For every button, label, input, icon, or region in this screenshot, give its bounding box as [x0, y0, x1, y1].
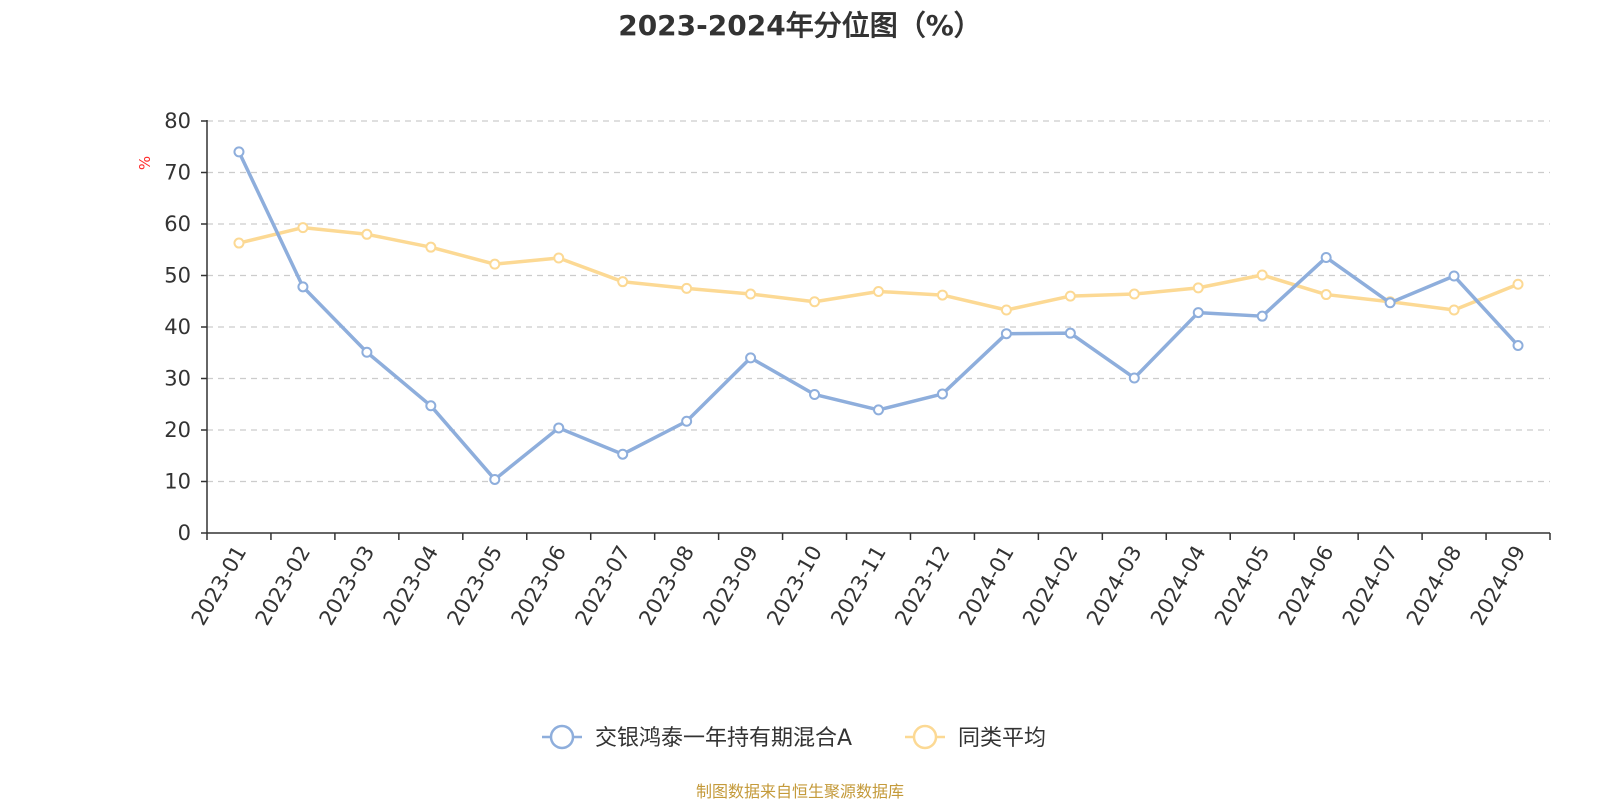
- data-point[interactable]: [233, 237, 245, 249]
- data-point[interactable]: [1512, 278, 1524, 290]
- data-point[interactable]: [1128, 372, 1140, 384]
- y-axis-label: %: [136, 156, 154, 170]
- data-point[interactable]: [936, 388, 948, 400]
- chart-title: 2023-2024年分位图（%）: [618, 9, 982, 42]
- legend-marker-icon: [912, 724, 938, 750]
- data-point[interactable]: [1512, 340, 1524, 352]
- data-point[interactable]: [1320, 251, 1332, 263]
- data-point[interactable]: [1192, 307, 1204, 319]
- x-tick-label: 2023-06: [506, 542, 571, 630]
- legend-label: 交银鸿泰一年持有期混合A: [595, 726, 852, 751]
- x-tick-label: 2024-07: [1338, 542, 1403, 630]
- x-tick-label: 2023-04: [379, 542, 444, 630]
- x-tick-label: 2024-01: [954, 542, 1019, 630]
- data-point[interactable]: [1000, 304, 1012, 316]
- data-point[interactable]: [553, 422, 565, 434]
- data-point[interactable]: [809, 388, 821, 400]
- x-tick-label: 2024-08: [1402, 542, 1467, 630]
- data-point[interactable]: [873, 285, 884, 297]
- y-tick-label: 10: [164, 470, 191, 494]
- data-point[interactable]: [1128, 288, 1140, 300]
- data-point[interactable]: [809, 296, 821, 308]
- x-tick-label: 2024-06: [1274, 542, 1339, 630]
- y-tick-label: 0: [178, 521, 191, 545]
- y-tick-label: 50: [164, 264, 191, 288]
- data-point[interactable]: [1064, 327, 1076, 339]
- data-point[interactable]: [489, 473, 501, 485]
- x-tick-label: 2023-10: [762, 542, 827, 630]
- data-source-note: 制图数据来自恒生聚源数据库: [695, 782, 904, 801]
- x-tick-label: 2023-02: [251, 542, 316, 630]
- data-point[interactable]: [1256, 269, 1268, 281]
- y-tick-label: 20: [164, 418, 191, 442]
- y-tick-label: 80: [164, 109, 191, 133]
- grid-layer: [207, 120, 1550, 483]
- data-point[interactable]: [425, 241, 437, 253]
- x-tick-label: 2024-03: [1082, 542, 1147, 630]
- legend[interactable]: 交银鸿泰一年持有期混合A 同类平均: [542, 724, 1046, 751]
- data-point[interactable]: [489, 258, 501, 270]
- x-tick-label: 2023-11: [826, 542, 891, 630]
- data-point[interactable]: [297, 281, 309, 293]
- data-point[interactable]: [425, 400, 437, 412]
- x-tick-label: 2024-04: [1146, 542, 1211, 630]
- x-tick-label: 2023-09: [698, 542, 763, 630]
- y-tick-label: 60: [164, 212, 191, 236]
- x-tick-label: 2023-05: [442, 542, 507, 630]
- data-point[interactable]: [617, 448, 629, 460]
- data-point[interactable]: [361, 228, 373, 240]
- data-point[interactable]: [1192, 282, 1204, 294]
- data-point[interactable]: [1448, 304, 1460, 316]
- x-tick-label: 2024-05: [1210, 542, 1275, 630]
- legend-item[interactable]: 同类平均: [905, 724, 1046, 751]
- data-point[interactable]: [1320, 289, 1332, 301]
- data-point[interactable]: [681, 415, 693, 427]
- x-tick-label: 2023-12: [890, 542, 955, 630]
- data-point[interactable]: [681, 282, 693, 294]
- x-tick-label: 2024-09: [1466, 542, 1531, 630]
- y-tick-label: 70: [164, 161, 191, 185]
- x-tick-label: 2023-08: [634, 542, 699, 630]
- data-point[interactable]: [1000, 328, 1012, 340]
- data-point[interactable]: [617, 276, 629, 288]
- x-tick-label: 2024-02: [1018, 542, 1083, 630]
- data-point[interactable]: [1064, 290, 1076, 302]
- x-tick-label: 2023-01: [187, 542, 252, 630]
- data-point[interactable]: [745, 352, 757, 364]
- y-tick-label: 40: [164, 315, 191, 339]
- data-point[interactable]: [233, 146, 245, 158]
- x-tick-label: 2023-03: [315, 542, 380, 630]
- data-point[interactable]: [745, 288, 757, 300]
- data-point[interactable]: [297, 222, 309, 234]
- data-point[interactable]: [1256, 310, 1268, 322]
- data-point[interactable]: [873, 404, 884, 416]
- data-point[interactable]: [553, 252, 565, 264]
- data-point[interactable]: [1448, 270, 1460, 282]
- data-point[interactable]: [361, 346, 373, 358]
- data-point[interactable]: [936, 289, 948, 301]
- legend-marker-icon: [549, 724, 575, 750]
- series-layer: [233, 146, 1524, 485]
- x-tick-label: 2023-07: [570, 542, 635, 630]
- y-tick-label: 30: [164, 367, 191, 391]
- legend-item[interactable]: 交银鸿泰一年持有期混合A: [542, 724, 852, 751]
- data-point[interactable]: [1384, 297, 1396, 309]
- legend-label: 同类平均: [958, 726, 1046, 751]
